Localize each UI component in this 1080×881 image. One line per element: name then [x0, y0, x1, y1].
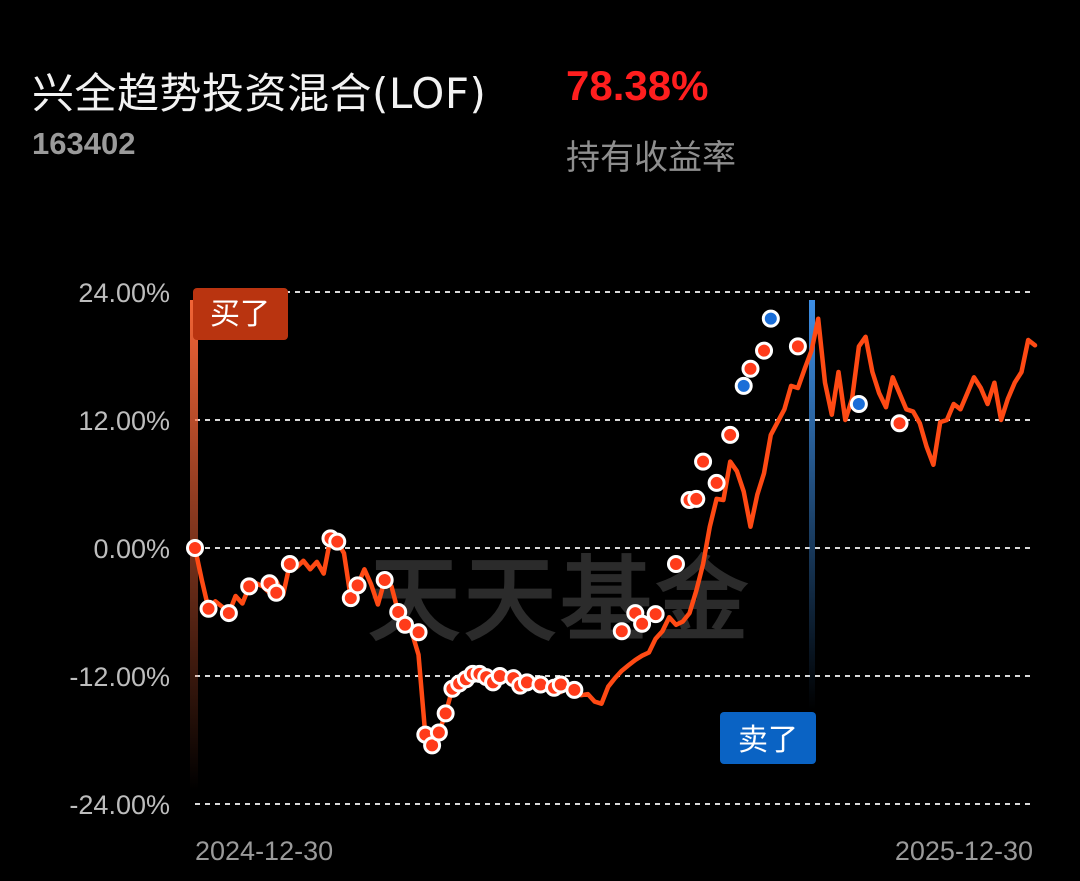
y-tick-label: -24.00% — [69, 790, 170, 820]
buy-point — [612, 622, 631, 641]
sell-flag-label: 卖了 — [738, 723, 798, 758]
buy-point — [666, 555, 685, 573]
buy-point — [687, 489, 706, 508]
buy-point — [280, 555, 299, 573]
y-tick-label: 0.00% — [93, 534, 170, 564]
buy-point — [186, 539, 204, 557]
buy-point — [436, 704, 455, 723]
buy-point — [375, 571, 394, 589]
buy-point — [565, 680, 584, 699]
buy-point — [240, 577, 259, 596]
buy-point — [328, 532, 347, 551]
buy-point — [721, 425, 740, 444]
sell-flag-box — [720, 712, 816, 764]
buy-point — [348, 576, 367, 595]
buy-point — [788, 337, 807, 356]
buy-point — [646, 605, 665, 624]
buy-point — [694, 452, 713, 471]
x-tick-label: 2024-12-30 — [195, 836, 333, 866]
holding-return-value: 78.38% — [566, 62, 709, 109]
y-tick-label: 12.00% — [78, 406, 170, 436]
return-series-line — [192, 316, 1038, 748]
buy-point — [755, 341, 774, 360]
buy-point — [409, 623, 428, 642]
sell-flag: 卖了 — [720, 712, 816, 764]
y-tick-label: 24.00% — [78, 278, 170, 308]
buy-flag: 买了 — [193, 288, 288, 340]
fund-code: 163402 — [32, 126, 136, 161]
buy-point — [199, 599, 218, 618]
sell-point — [734, 376, 753, 395]
holding-return-label: 持有收益率 — [566, 138, 736, 178]
buy-flag-box — [193, 288, 288, 340]
buy-point — [707, 473, 726, 492]
buy-point — [633, 614, 652, 633]
buy-point — [396, 615, 414, 634]
fund-name: 兴全趋势投资混合(LOF) — [32, 69, 487, 118]
buy-point — [890, 414, 909, 433]
buy-point — [219, 604, 238, 623]
buy-point — [741, 359, 760, 378]
buy-flag-label: 买了 — [210, 297, 270, 332]
sell-point — [849, 395, 868, 413]
sell-point — [761, 309, 780, 328]
y-tick-label: -12.00% — [69, 662, 170, 692]
buy-point — [429, 723, 448, 742]
x-tick-label: 2025-12-30 — [895, 836, 1033, 866]
sell-marker-line — [809, 300, 815, 710]
buy-point — [267, 583, 286, 602]
